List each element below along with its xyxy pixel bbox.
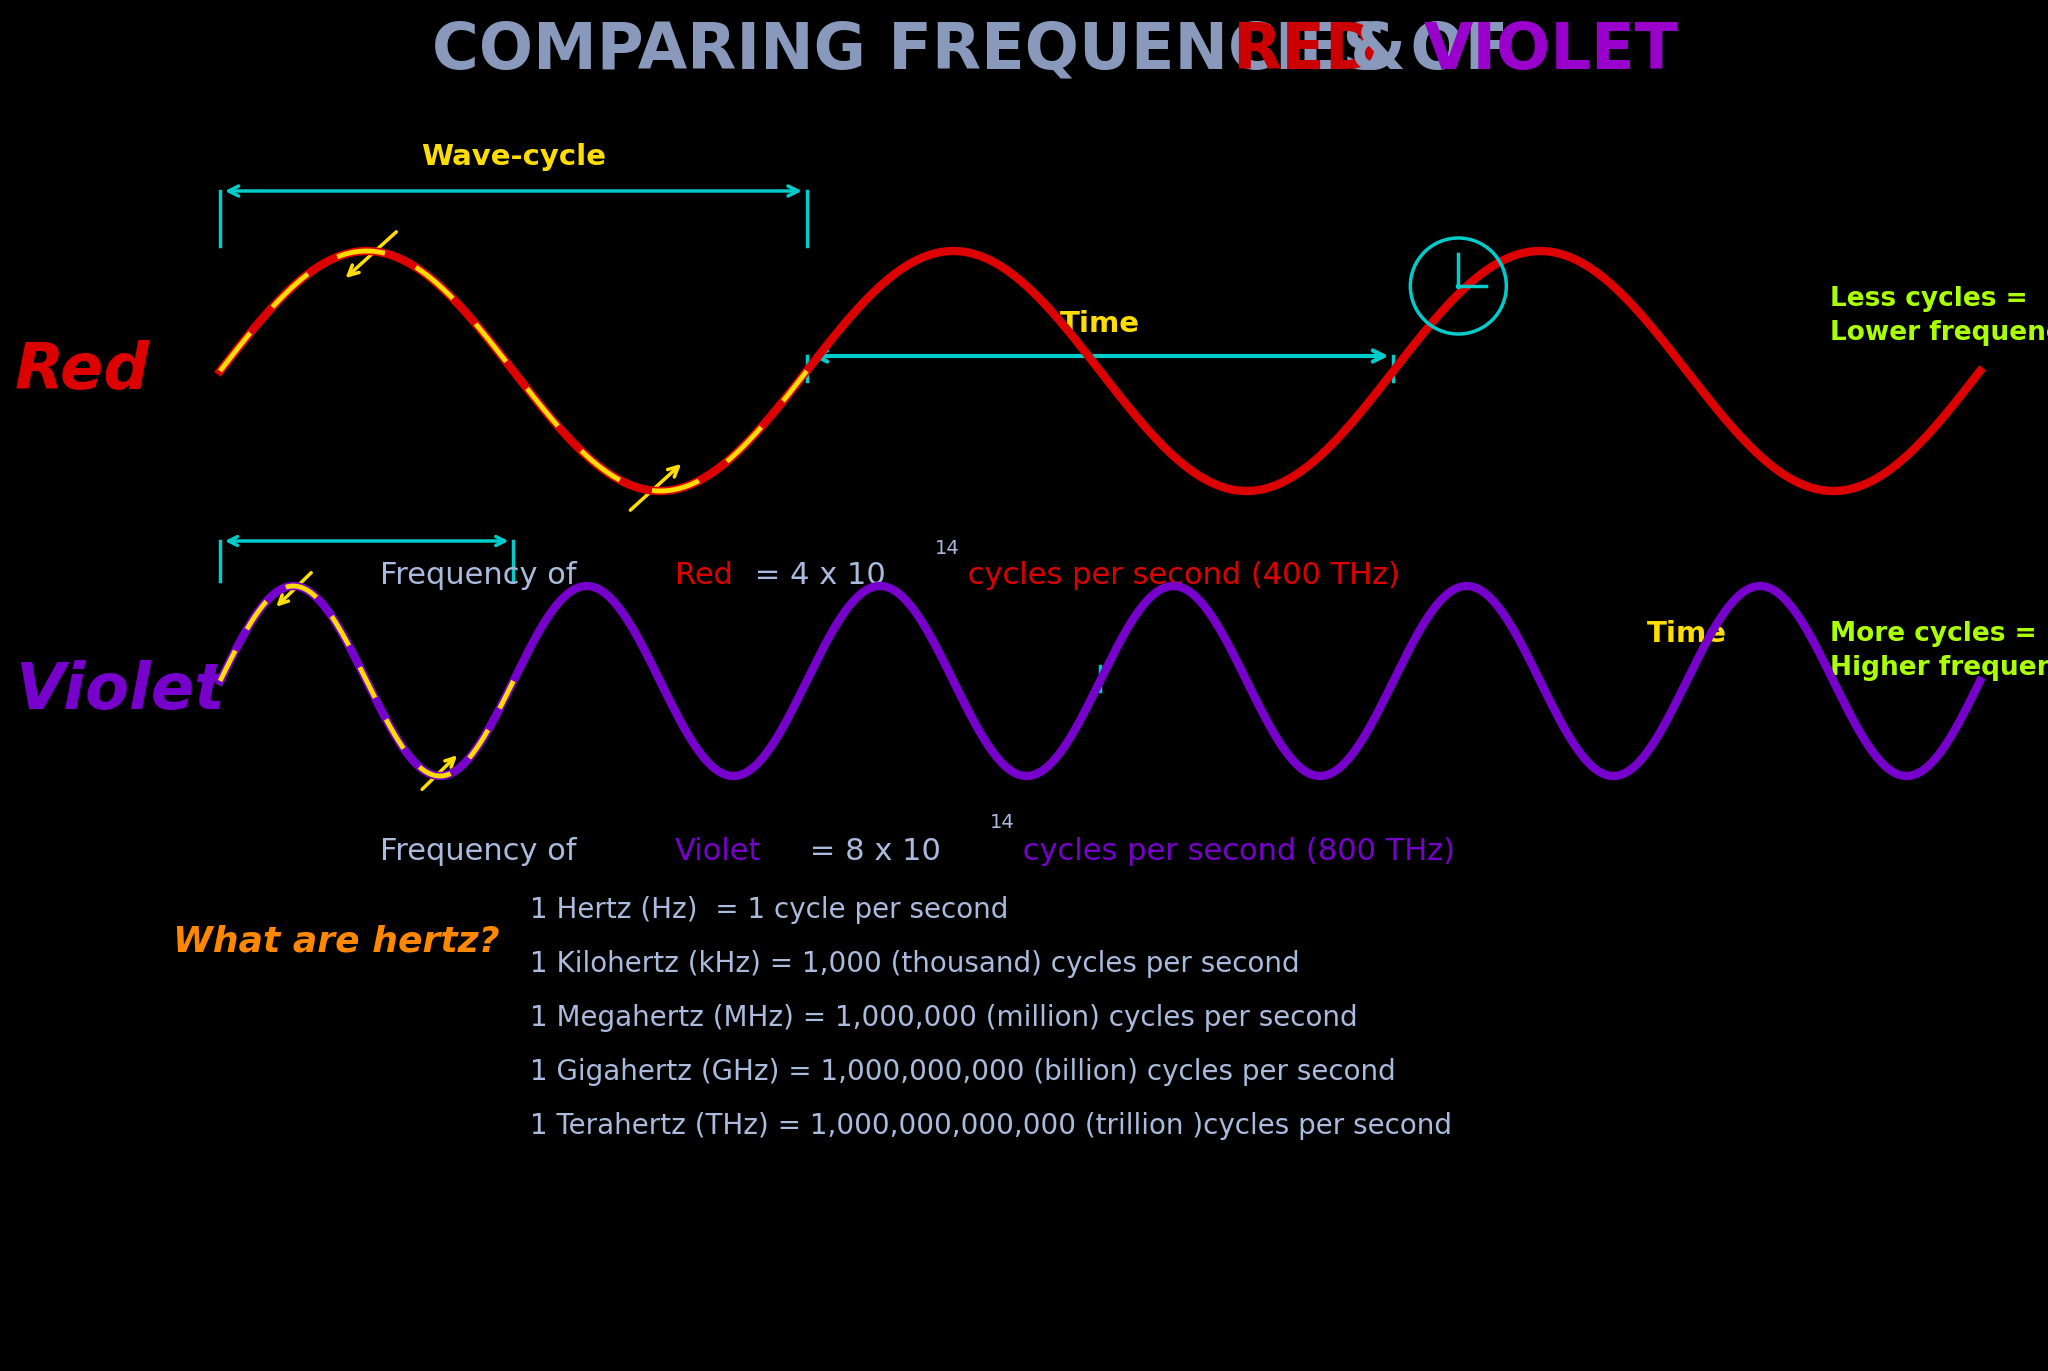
Text: &: & — [1327, 21, 1427, 82]
Text: Time: Time — [1061, 310, 1141, 339]
Text: Wave-cycle: Wave-cycle — [420, 143, 606, 171]
Text: COMPARING FREQUENCIES OF: COMPARING FREQUENCIES OF — [432, 21, 1530, 82]
Text: Frequency of: Frequency of — [381, 836, 586, 865]
Text: Red: Red — [14, 340, 150, 402]
Text: cycles per second (400 THz): cycles per second (400 THz) — [958, 562, 1401, 591]
Text: What are hertz?: What are hertz? — [174, 924, 500, 958]
Text: cycles per second (800 THz): cycles per second (800 THz) — [1014, 836, 1454, 865]
Text: More cycles =
Higher frequency: More cycles = Higher frequency — [1831, 621, 2048, 681]
Text: 1 Megahertz (MHz) = 1,000,000 (million) cycles per second: 1 Megahertz (MHz) = 1,000,000 (million) … — [530, 1004, 1358, 1032]
Text: 14: 14 — [936, 539, 961, 558]
Text: Red: Red — [676, 562, 733, 591]
Text: Violet: Violet — [676, 836, 762, 865]
Text: 1 Hertz (Hz)  = 1 cycle per second: 1 Hertz (Hz) = 1 cycle per second — [530, 897, 1008, 924]
Text: 1 Gigahertz (GHz) = 1,000,000,000 (billion) cycles per second: 1 Gigahertz (GHz) = 1,000,000,000 (billi… — [530, 1058, 1397, 1086]
Text: 1 Terahertz (THz) = 1,000,000,000,000 (trillion )cycles per second: 1 Terahertz (THz) = 1,000,000,000,000 (t… — [530, 1112, 1452, 1141]
Text: Time: Time — [1647, 620, 1726, 648]
Text: Frequency of: Frequency of — [381, 562, 586, 591]
Text: RED: RED — [1233, 21, 1378, 82]
Text: = 4 x 10: = 4 x 10 — [745, 562, 885, 591]
Text: VIOLET: VIOLET — [1423, 21, 1679, 82]
Text: 1 Kilohertz (kHz) = 1,000 (thousand) cycles per second: 1 Kilohertz (kHz) = 1,000 (thousand) cyc… — [530, 950, 1300, 978]
Text: Violet: Violet — [14, 659, 225, 723]
Text: 14: 14 — [989, 813, 1014, 832]
Text: Less cycles =
Lower frequency: Less cycles = Lower frequency — [1831, 287, 2048, 345]
Text: = 8 x 10: = 8 x 10 — [801, 836, 940, 865]
